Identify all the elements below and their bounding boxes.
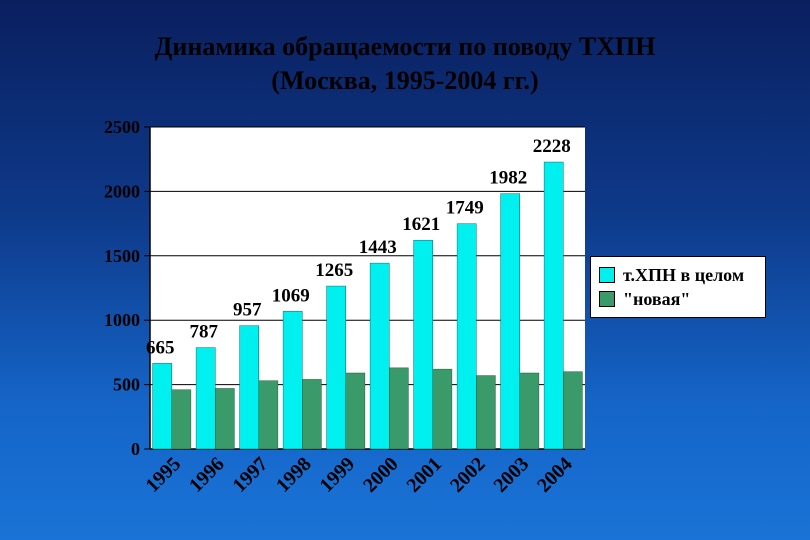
data-label-total: 1621 <box>402 214 440 235</box>
bar-total <box>282 311 303 450</box>
legend-label-new: "новая" <box>623 288 691 309</box>
bar-new <box>563 371 583 450</box>
bar-new <box>519 372 540 450</box>
x-tick-label: 1997 <box>228 453 272 497</box>
data-label-total: 1069 <box>272 285 310 306</box>
legend-item-total: т.ХПН в целом <box>599 263 757 287</box>
bar-new <box>171 389 192 450</box>
x-tick-label: 1995 <box>141 453 185 497</box>
legend-item-new: "новая" <box>599 287 757 311</box>
legend-swatch-new <box>599 291 615 307</box>
bar-total <box>500 193 520 450</box>
x-tick-label: 2004 <box>533 453 577 497</box>
bar-new <box>432 368 453 450</box>
bar-total <box>152 363 172 450</box>
bar-new <box>258 380 279 450</box>
bar-new <box>476 375 496 450</box>
data-label-total: 787 <box>190 322 219 343</box>
data-label-total: 1982 <box>489 168 527 189</box>
x-tick-label: 2000 <box>359 453 403 497</box>
bar-new <box>345 372 366 450</box>
bar-total <box>543 161 564 450</box>
chart-title-line-1: Динамика обращаемости по поводу ТХПН <box>154 32 656 61</box>
x-tick-label: 2001 <box>402 453 446 497</box>
bar-new <box>215 388 235 450</box>
chart-title: Динамика обращаемости по поводу ТХПН (Мо… <box>0 30 810 98</box>
bar-total <box>413 239 433 450</box>
data-label-total: 1443 <box>359 237 397 258</box>
bar-new <box>302 379 322 450</box>
data-label-total: 1749 <box>446 198 484 219</box>
x-tick-label: 1999 <box>315 453 359 497</box>
bar-total <box>369 262 390 450</box>
bar-total <box>195 347 216 450</box>
y-tick-label: 500 <box>113 375 140 395</box>
x-tick-label: 2003 <box>489 453 533 497</box>
chart-title-line-2: (Москва, 1995-2004 гг.) <box>271 66 539 95</box>
legend-label-total: т.ХПН в целом <box>623 264 745 285</box>
bar-total <box>239 325 259 450</box>
y-tick-label: 2500 <box>104 117 140 137</box>
data-label-total: 665 <box>146 337 175 358</box>
data-label-total: 957 <box>233 300 262 321</box>
legend-swatch-total <box>599 267 615 283</box>
y-tick-label: 0 <box>131 439 140 459</box>
data-label-total: 1265 <box>315 260 353 281</box>
y-tick-label: 1500 <box>104 246 140 266</box>
bar-total <box>326 285 346 450</box>
x-tick-label: 1996 <box>185 453 229 497</box>
y-tick-label: 1000 <box>104 310 140 330</box>
data-label-total: 2228 <box>533 136 571 157</box>
y-tick-label: 2000 <box>104 181 140 201</box>
legend: т.ХПН в целом "новая" <box>590 256 766 318</box>
bar-total <box>456 223 477 450</box>
bar-new <box>389 367 409 450</box>
x-tick-label: 2002 <box>446 453 490 497</box>
x-tick-label: 1998 <box>272 453 316 497</box>
